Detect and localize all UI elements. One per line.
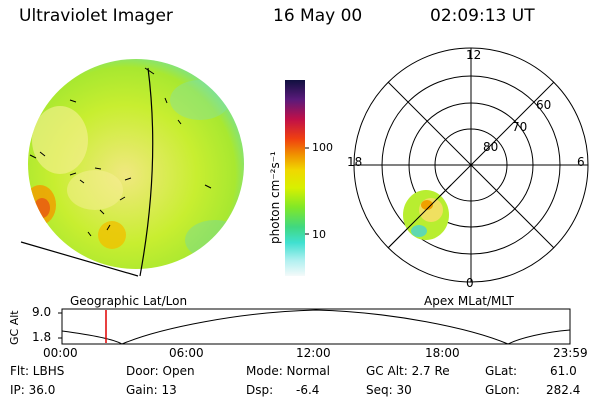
time-tick-0000: 00:00 bbox=[43, 346, 78, 360]
colorbar-label: photon cm⁻²s⁻¹ bbox=[268, 151, 282, 244]
colorbar-tick-10: 10 bbox=[312, 228, 326, 241]
dsp-value: -6.4 bbox=[296, 383, 320, 397]
mlt-label-18: 18 bbox=[347, 155, 363, 169]
time-tick-2359: 23:59 bbox=[553, 346, 588, 360]
earth-disk bbox=[28, 59, 244, 269]
lat-label-60: 60 bbox=[536, 98, 552, 112]
mlt-label-6: 6 bbox=[577, 155, 585, 169]
seq-info: Seq: 30 bbox=[366, 383, 412, 397]
instrument-title: Ultraviolet Imager bbox=[19, 6, 173, 26]
glon-info: GLon: bbox=[485, 383, 520, 397]
gc-alt-info: GC Alt: 2.7 Re bbox=[366, 364, 450, 378]
ip-info: IP: 36.0 bbox=[10, 383, 56, 397]
coastline-lines bbox=[29, 97, 212, 237]
lat-label-70: 70 bbox=[512, 120, 528, 134]
time-tick-0600: 06:00 bbox=[169, 346, 204, 360]
mode-info: Mode: Normal bbox=[246, 364, 330, 378]
glat-info: GLat: bbox=[485, 364, 518, 378]
colorbar bbox=[285, 80, 309, 276]
dsp-info: Dsp: bbox=[246, 383, 274, 397]
mlt-label-12: 12 bbox=[466, 48, 482, 62]
terminator-line bbox=[139, 67, 154, 277]
date-label: 16 May 00 bbox=[273, 6, 363, 26]
lat-label-80: 80 bbox=[483, 140, 499, 154]
polar-plot bbox=[353, 47, 589, 283]
time-label: 02:09:13 UT bbox=[430, 6, 535, 26]
glat-value: 61.0 bbox=[550, 364, 577, 378]
filter-info: Flt: LBHS bbox=[10, 364, 65, 378]
altitude-tick-9: 9.0 bbox=[32, 305, 52, 319]
mlt-label-0: 0 bbox=[466, 276, 474, 290]
colorbar-tick-100: 100 bbox=[312, 141, 333, 154]
altitude-tick-1-8: 1.8 bbox=[32, 330, 52, 344]
door-info: Door: Open bbox=[126, 364, 195, 378]
apex-projection-label: Apex MLat/MLT bbox=[424, 294, 514, 308]
altitude-ylabel: GC Alt bbox=[8, 310, 21, 345]
altitude-plot bbox=[58, 308, 571, 345]
geographic-projection-label: Geographic Lat/Lon bbox=[70, 294, 188, 308]
gain-info: Gain: 13 bbox=[126, 383, 177, 397]
glon-value: 282.4 bbox=[546, 383, 581, 397]
time-tick-1200: 12:00 bbox=[296, 346, 331, 360]
geographic-image bbox=[20, 59, 244, 277]
limb-line bbox=[20, 241, 139, 277]
time-tick-1800: 18:00 bbox=[425, 346, 460, 360]
